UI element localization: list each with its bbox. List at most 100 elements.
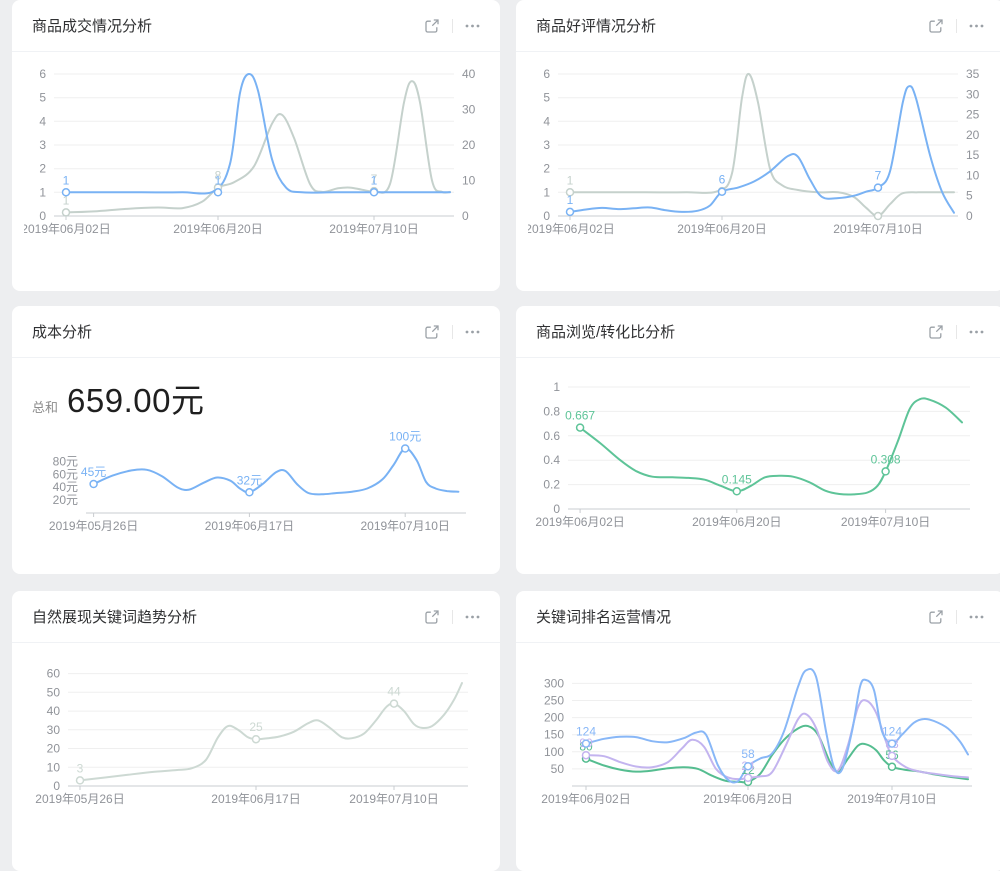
svg-text:20: 20	[462, 138, 476, 152]
svg-text:0.2: 0.2	[543, 478, 560, 492]
svg-text:2019年06月02日: 2019年06月02日	[528, 222, 615, 236]
divider	[452, 324, 453, 339]
panel-keyword-trend-analysis: 自然展现关键词趋势分析 0 10 20 30 40 50 60 2019年05月26日 2019…	[12, 591, 500, 871]
svg-text:2019年06月02日: 2019年06月02日	[24, 222, 111, 236]
more-menu-icon[interactable]	[969, 18, 984, 34]
svg-text:20: 20	[47, 742, 61, 756]
svg-text:200: 200	[544, 711, 564, 725]
export-icon[interactable]	[928, 18, 944, 34]
svg-text:2019年06月17日: 2019年06月17日	[211, 792, 300, 806]
svg-text:100: 100	[544, 745, 564, 759]
svg-text:1: 1	[567, 193, 574, 207]
export-icon[interactable]	[928, 324, 944, 340]
divider	[956, 18, 957, 33]
svg-text:0: 0	[53, 779, 60, 793]
svg-text:0.4: 0.4	[543, 453, 560, 467]
svg-text:2019年07月10日: 2019年07月10日	[847, 792, 936, 806]
export-icon[interactable]	[424, 324, 440, 340]
panel-title: 关键词排名运营情况	[536, 609, 672, 626]
svg-text:2019年07月10日: 2019年07月10日	[349, 792, 438, 806]
svg-text:2019年05月26日: 2019年05月26日	[49, 519, 138, 533]
keyword-ranking-chart[interactable]: 50 100 150 200 250 300 2019年06月02日 2019年06月20日 2…	[528, 650, 992, 810]
divider	[452, 18, 453, 33]
svg-text:0.8: 0.8	[543, 404, 560, 418]
more-menu-icon[interactable]	[969, 609, 984, 625]
svg-text:1: 1	[553, 380, 560, 394]
svg-text:5: 5	[966, 189, 973, 203]
panel-header: 自然展现关键词趋势分析	[12, 591, 500, 643]
cost-total-value: 659.00元	[67, 382, 205, 419]
svg-text:2019年07月10日: 2019年07月10日	[833, 222, 922, 236]
transaction-chart[interactable]: 0 1 2 3 4 5 6 0 10 20 30 40 2019年06月02日 2019年06月20日 20…	[24, 60, 488, 246]
svg-text:45元: 45元	[81, 465, 106, 479]
panel-cost-analysis: 成本分析 总和 659.00元 20元 40元 60元 80元 2019年05月26日 2…	[12, 306, 500, 574]
cost-total-label: 总和	[32, 400, 59, 415]
svg-text:0.145: 0.145	[722, 472, 752, 486]
svg-text:4: 4	[39, 114, 46, 128]
svg-text:100元: 100元	[389, 430, 421, 444]
keyword-trend-chart[interactable]: 0 10 20 30 40 50 60 2019年05月26日 2019年06月17日 2019年…	[24, 650, 488, 810]
svg-text:2019年06月20日: 2019年06月20日	[173, 222, 262, 236]
review-chart[interactable]: 0 1 2 3 4 5 6 0 5 10 15 20 25 30 35 2019年06月02日 2019年06月…	[528, 60, 992, 246]
svg-text:7: 7	[875, 169, 882, 183]
svg-text:5: 5	[39, 91, 46, 105]
svg-text:250: 250	[544, 694, 564, 708]
svg-text:0.667: 0.667	[565, 409, 595, 423]
svg-text:0: 0	[39, 209, 46, 223]
panel-title: 成本分析	[32, 324, 93, 341]
more-menu-icon[interactable]	[465, 324, 480, 340]
svg-text:2019年07月10日: 2019年07月10日	[360, 519, 449, 533]
divider	[452, 609, 453, 624]
svg-text:15: 15	[966, 148, 980, 162]
svg-text:50: 50	[47, 685, 61, 699]
svg-text:0: 0	[543, 209, 550, 223]
svg-text:20: 20	[966, 128, 980, 142]
svg-text:40元: 40元	[53, 480, 78, 494]
conversion-chart[interactable]: 0 0.2 0.4 0.6 0.8 1 2019年06月02日 2019年06月20日 2019…	[528, 375, 992, 535]
svg-text:10: 10	[47, 760, 61, 774]
panel-keyword-ranking: 关键词排名运营情况 50 100 150 200 250 300 2019年06月02日 20…	[516, 591, 1000, 871]
svg-text:2: 2	[39, 162, 46, 176]
svg-text:6: 6	[719, 173, 726, 187]
more-menu-icon[interactable]	[465, 18, 480, 34]
export-icon[interactable]	[424, 18, 440, 34]
svg-text:1: 1	[567, 173, 574, 187]
cost-chart[interactable]: 20元 40元 60元 80元 2019年05月26日 2019年06月17日 2019年0…	[24, 426, 488, 541]
svg-text:124: 124	[882, 725, 902, 739]
svg-text:0.308: 0.308	[871, 452, 901, 466]
svg-text:30: 30	[966, 87, 980, 101]
svg-text:25: 25	[966, 108, 980, 122]
more-menu-icon[interactable]	[969, 324, 984, 340]
panel-title: 商品浏览/转化比分析	[536, 324, 676, 341]
export-icon[interactable]	[928, 609, 944, 625]
svg-text:1: 1	[543, 185, 550, 199]
panel-header: 关键词排名运营情况	[516, 591, 1000, 643]
svg-text:50: 50	[551, 762, 565, 776]
svg-text:2: 2	[543, 162, 550, 176]
svg-text:40: 40	[47, 704, 61, 718]
svg-text:3: 3	[39, 138, 46, 152]
svg-text:2019年06月17日: 2019年06月17日	[205, 519, 294, 533]
svg-text:0: 0	[462, 209, 469, 223]
cost-total: 总和 659.00元	[12, 358, 500, 422]
export-icon[interactable]	[424, 609, 440, 625]
svg-text:4: 4	[543, 114, 550, 128]
svg-text:0: 0	[553, 502, 560, 516]
panel-title: 商品成交情况分析	[32, 18, 153, 35]
svg-text:1: 1	[215, 173, 222, 187]
svg-text:0: 0	[966, 209, 973, 223]
panel-review-analysis: 商品好评情况分析 0 1 2 3 4 5 6 0 5 10 15 20 25 30 35 2019年06月02…	[516, 0, 1000, 291]
svg-text:1: 1	[39, 185, 46, 199]
svg-text:2019年06月20日: 2019年06月20日	[703, 792, 792, 806]
svg-text:8: 8	[215, 169, 222, 183]
svg-text:30: 30	[462, 103, 476, 117]
svg-text:2019年06月02日: 2019年06月02日	[541, 792, 630, 806]
svg-text:2019年06月20日: 2019年06月20日	[677, 222, 766, 236]
svg-text:3: 3	[543, 138, 550, 152]
svg-text:60: 60	[47, 667, 61, 681]
more-menu-icon[interactable]	[465, 609, 480, 625]
panel-title: 自然展现关键词趋势分析	[32, 609, 198, 626]
svg-text:300: 300	[544, 676, 564, 690]
svg-text:20元: 20元	[53, 493, 78, 507]
svg-text:25: 25	[249, 720, 263, 734]
